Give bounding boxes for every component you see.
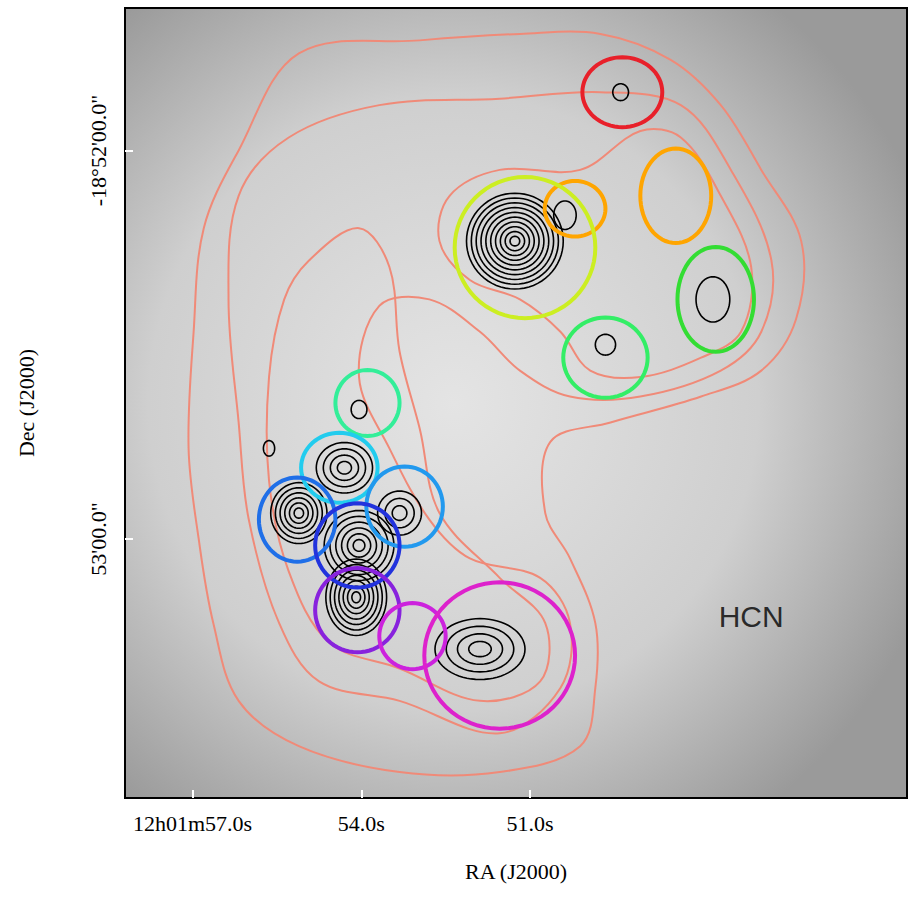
svg-text:51.0s: 51.0s <box>507 811 554 836</box>
svg-text:12h01m57.0s: 12h01m57.0s <box>133 811 252 836</box>
svg-text:Dec (J2000): Dec (J2000) <box>14 349 39 457</box>
svg-text:HCN: HCN <box>719 600 784 633</box>
svg-text:54.0s: 54.0s <box>338 811 385 836</box>
svg-text:-18°52'00.0": -18°52'00.0" <box>86 95 111 207</box>
svg-text:53'00.0": 53'00.0" <box>86 502 111 575</box>
svg-text:RA (J2000): RA (J2000) <box>465 859 567 884</box>
